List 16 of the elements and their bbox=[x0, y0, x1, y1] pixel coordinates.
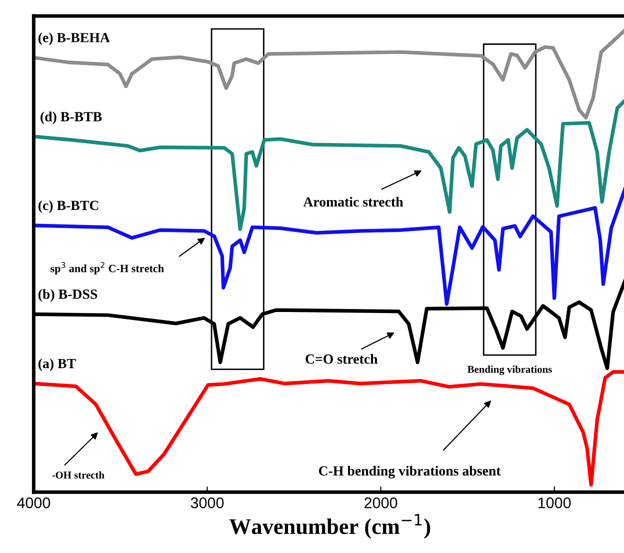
annotation: Bending vibrations bbox=[467, 366, 552, 376]
series-label: (c) B-BTC bbox=[38, 200, 98, 213]
annotation: Aromatic strecth bbox=[303, 196, 404, 207]
x-tick-label: 4000 bbox=[17, 497, 50, 508]
x-tick-label: 1000 bbox=[538, 497, 571, 508]
x-axis-title: Wavenumber (cm$^{−1}$) bbox=[229, 514, 430, 539]
series-label: (a) BT bbox=[38, 358, 76, 372]
annotation: C-H bending vibrations absent bbox=[318, 466, 501, 479]
annotation: sp$^{3}$ and sp$^{2}$ C-H stretch bbox=[50, 262, 164, 274]
series-label: (d) B-BTB bbox=[40, 112, 102, 124]
series-label: (b) B-DSS bbox=[38, 289, 98, 302]
x-tick-label: 2000 bbox=[364, 497, 398, 508]
annotation: C=O stretch bbox=[306, 354, 378, 364]
series-label: (e) B-BEHA bbox=[38, 32, 110, 46]
annotation: -OH strecth bbox=[52, 471, 104, 479]
x-tick-label: 3000 bbox=[190, 497, 224, 508]
